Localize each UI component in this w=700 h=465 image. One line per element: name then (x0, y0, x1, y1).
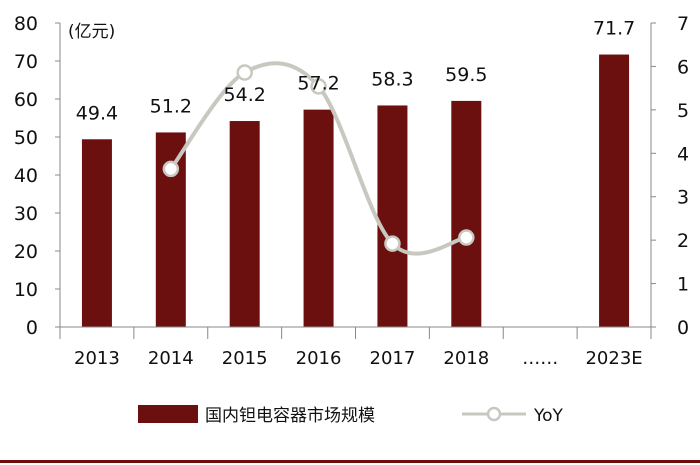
bar (451, 100, 482, 328)
bar (599, 54, 630, 327)
bar-data-label: 54.2 (224, 84, 266, 106)
legend-bar-label: 国内钽电容器市场规模 (205, 406, 375, 426)
bar-data-labels: 49.4 51.2 54.2 57.2 58.3 59.5 71.7 (76, 18, 635, 125)
x-tick-label: 2017 (370, 348, 416, 369)
left-tick-label: 0 (26, 317, 38, 339)
bar-data-label: 59.5 (445, 64, 487, 86)
legend-line-label: YoY (533, 406, 564, 426)
legend-bar-swatch (138, 405, 198, 423)
yoy-point (310, 78, 327, 95)
yoy-point (162, 160, 180, 178)
bar (81, 139, 112, 327)
right-tick-label: 4 (677, 143, 689, 165)
bar-data-label: 57.2 (297, 73, 339, 95)
yoy-point (384, 235, 401, 252)
bar-data-label: 58.3 (371, 68, 413, 90)
x-tick-label: 2018 (443, 348, 489, 369)
left-tick-label: 40 (14, 165, 38, 187)
bar-data-label: 71.7 (593, 18, 635, 40)
bar (377, 105, 408, 328)
right-tick-label: 3 (677, 187, 689, 209)
legend: 国内钽电容器市场规模 YoY (138, 405, 564, 426)
bottom-rule (0, 460, 700, 463)
left-tick-label: 30 (14, 203, 38, 225)
x-tick-label: 2013 (74, 348, 120, 369)
right-tick-label: 7 (677, 13, 689, 35)
legend-line-marker (486, 406, 502, 422)
unit-label: (亿元) (68, 22, 115, 42)
right-tick-label: 6 (677, 56, 689, 78)
left-tick-label: 70 (14, 51, 38, 73)
left-tick-label: 50 (14, 127, 38, 149)
right-tick-label: 1 (677, 274, 689, 296)
yoy-line-series (162, 61, 475, 256)
left-tick-label: 80 (14, 13, 38, 35)
x-tick-label: 2014 (148, 348, 194, 369)
bar-data-label: 49.4 (76, 102, 118, 124)
right-tick-label: 5 (677, 100, 689, 122)
right-tick-label: 2 (677, 230, 689, 252)
bar (229, 121, 260, 327)
x-tick-label: …… (522, 348, 558, 369)
x-tick-label: 2016 (296, 348, 342, 369)
axes: 0 10 20 30 40 50 60 70 80 0 1 2 3 4 5 6 7 2013 2014 2015 201… (14, 13, 689, 369)
yoy-point (236, 64, 253, 81)
left-tick-label: 10 (14, 279, 38, 301)
left-tick-label: 60 (14, 89, 38, 111)
yoy-point (458, 229, 475, 246)
x-tick-label: 2023E (585, 348, 642, 369)
bar-data-label: 51.2 (150, 95, 192, 117)
x-tick-label: 2015 (222, 348, 268, 369)
bar-series (81, 54, 630, 328)
right-tick-label: 0 (677, 317, 689, 339)
bar (303, 109, 334, 327)
left-tick-label: 20 (14, 241, 38, 263)
